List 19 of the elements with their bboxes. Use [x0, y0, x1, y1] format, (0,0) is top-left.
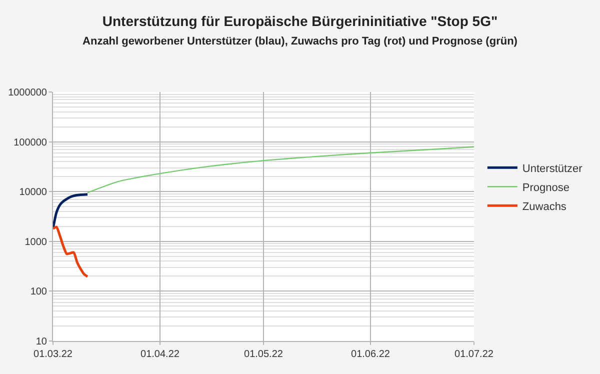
y-tick-label: 100000: [14, 137, 48, 148]
legend-label: Prognose: [522, 182, 570, 194]
x-tick-label: 01.07.22: [454, 349, 494, 360]
legend-label: Zuwachs: [522, 200, 567, 213]
line-series: [86, 146, 474, 194]
y-tick-label: 10000: [19, 187, 48, 198]
line-series: [53, 226, 89, 278]
x-tick-label: 01.03.22: [34, 349, 73, 360]
line-series: [53, 193, 89, 230]
x-tick-label: 01.06.22: [351, 349, 390, 360]
chart-subtitle: Anzahl geworbener Unterstützer (blau), Zuwachs pro Tag (rot) und Prognose (grün): [82, 35, 518, 48]
legend-label: Unterstützer: [522, 162, 583, 175]
y-tick-label: 1000: [24, 236, 48, 248]
chart-title: Unterstützung für Europäische Bürgerininitiative "Stop 5G": [102, 13, 498, 30]
y-tick-label: 10: [36, 336, 48, 348]
x-tick-label: 01.04.22: [140, 349, 180, 360]
y-tick-label: 1000000: [8, 88, 48, 98]
y-tick-label: 100: [30, 286, 48, 298]
x-tick-label: 01.05.22: [244, 349, 284, 360]
